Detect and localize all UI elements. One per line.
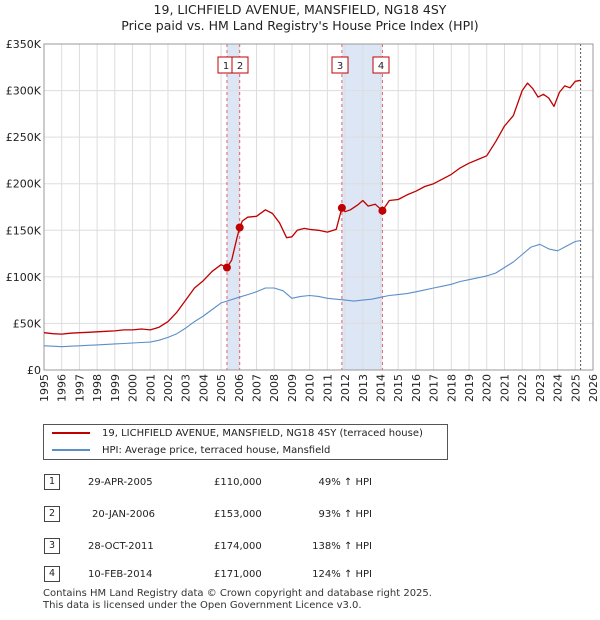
x-tick-label: 1999 (109, 374, 122, 402)
x-tick-label: 2017 (428, 374, 441, 402)
y-tick-label: £300K (6, 85, 42, 98)
x-tick-label: 2008 (268, 374, 281, 402)
x-tick-label: 2013 (357, 374, 370, 402)
sale-marker (222, 263, 231, 272)
x-tick-label: 2000 (127, 374, 140, 402)
legend-item-hpi: HPI: Average price, terraced house, Mans… (52, 443, 330, 459)
transaction-number-badge: 1 (44, 474, 60, 490)
legend-swatch-hpi (52, 449, 90, 451)
x-tick-label: 2020 (481, 374, 494, 402)
sale-marker (378, 206, 387, 215)
property-price-line (43, 79, 581, 335)
x-tick-label: 2022 (516, 374, 529, 402)
transaction-date: 28-OCT-2011 (88, 541, 154, 552)
event-label-box (372, 56, 390, 74)
transaction-row: 2 20-JAN-2006 £153,000 93% ↑ HPI (44, 505, 564, 525)
y-tick-label: £250K (6, 131, 42, 144)
footer-attribution: Contains HM Land Registry data © Crown c… (43, 588, 432, 612)
x-tick-label: 2016 (410, 374, 423, 402)
x-tick-label: 2007 (251, 374, 264, 402)
footer-line2: This data is licensed under the Open Gov… (43, 600, 362, 611)
plot-frame (43, 43, 594, 371)
transaction-price: £174,000 (214, 541, 262, 552)
chart-title-line1: 19, LICHFIELD AVENUE, MANSFIELD, NG18 4S… (153, 2, 447, 17)
x-tick-label: 2026 (587, 374, 600, 402)
chart-title: 19, LICHFIELD AVENUE, MANSFIELD, NG18 4S… (0, 2, 600, 34)
transaction-hpi-change: 124% ↑ HPI (312, 569, 372, 580)
event-label: 2 (237, 61, 243, 72)
y-tick-label: £50K (13, 317, 42, 330)
transaction-row: 4 10-FEB-2014 £171,000 124% ↑ HPI (44, 565, 564, 585)
x-tick-label: 2014 (374, 374, 387, 402)
y-tick-label: £200K (6, 178, 42, 191)
x-tick-label: 2021 (498, 374, 511, 402)
x-tick-label: 2011 (321, 374, 334, 402)
sale-marker (337, 203, 346, 212)
x-tick-label: 2024 (552, 374, 565, 402)
footer-line1: Contains HM Land Registry data © Crown c… (43, 588, 432, 599)
transaction-row: 1 29-APR-2005 £110,000 49% ↑ HPI (44, 473, 564, 493)
x-tick-label: 2010 (304, 374, 317, 402)
event-label-box (231, 56, 249, 74)
legend-label-hpi: HPI: Average price, terraced house, Mans… (102, 445, 331, 456)
transaction-hpi-change: 49% ↑ HPI (318, 477, 372, 488)
x-tick-label: 2012 (339, 374, 352, 402)
event-label: 3 (337, 61, 343, 72)
y-tick-label: £150K (6, 224, 42, 237)
x-tick-label: 2003 (180, 374, 193, 402)
x-tick-label: 2025 (569, 374, 582, 402)
chart-title-line2: Price paid vs. HM Land Registry's House … (121, 18, 479, 33)
legend-item-property: 19, LICHFIELD AVENUE, MANSFIELD, NG18 4S… (52, 426, 423, 442)
transaction-number-badge: 4 (44, 566, 60, 582)
y-tick-label: £0 (27, 364, 41, 377)
x-tick-label: 2009 (286, 374, 299, 402)
y-tick-label: £100K (6, 271, 42, 284)
transaction-hpi-change: 138% ↑ HPI (312, 541, 372, 552)
transaction-date: 29-APR-2005 (88, 477, 153, 488)
transaction-number-badge: 2 (44, 506, 60, 522)
price-chart: 1 2 3 4 £0 £50K £100K £150K £200K £250K £300K £350K… (6, 38, 600, 402)
transaction-price: £171,000 (214, 569, 262, 580)
x-tick-label: 2002 (162, 374, 175, 402)
x-tick-label: 2001 (144, 374, 157, 402)
x-tick-label: 1998 (91, 374, 104, 402)
event-label-box (331, 56, 349, 74)
transaction-row: 3 28-OCT-2011 £174,000 138% ↑ HPI (44, 537, 564, 557)
x-tick-label: 1997 (73, 374, 86, 402)
x-tick-label: 2006 (233, 374, 246, 402)
sale-marker (235, 223, 244, 232)
x-tick-label: 1996 (56, 374, 69, 402)
hpi-line (43, 239, 581, 348)
x-tick-label: 1995 (38, 374, 51, 402)
transaction-hpi-change: 93% ↑ HPI (318, 509, 372, 520)
legend: 19, LICHFIELD AVENUE, MANSFIELD, NG18 4S… (43, 424, 448, 460)
transaction-number-badge: 3 (44, 538, 60, 554)
transaction-price: £110,000 (214, 477, 262, 488)
shaded-range (341, 44, 383, 370)
x-tick-label: 2005 (215, 374, 228, 402)
legend-swatch-property (52, 432, 90, 434)
x-tick-label: 2015 (392, 374, 405, 402)
transaction-date: 20-JAN-2006 (92, 509, 156, 520)
x-tick-label: 2023 (534, 374, 547, 402)
x-tick-label: 2019 (463, 374, 476, 402)
x-tick-label: 2018 (445, 374, 458, 402)
transaction-price: £153,000 (214, 509, 262, 520)
shaded-range (226, 44, 240, 370)
event-label: 1 (223, 61, 229, 72)
y-tick-label: £350K (6, 38, 42, 51)
x-tick-label: 2004 (197, 374, 210, 402)
event-label: 4 (378, 61, 384, 72)
legend-label-property: 19, LICHFIELD AVENUE, MANSFIELD, NG18 4S… (102, 428, 423, 439)
transaction-date: 10-FEB-2014 (88, 569, 153, 580)
